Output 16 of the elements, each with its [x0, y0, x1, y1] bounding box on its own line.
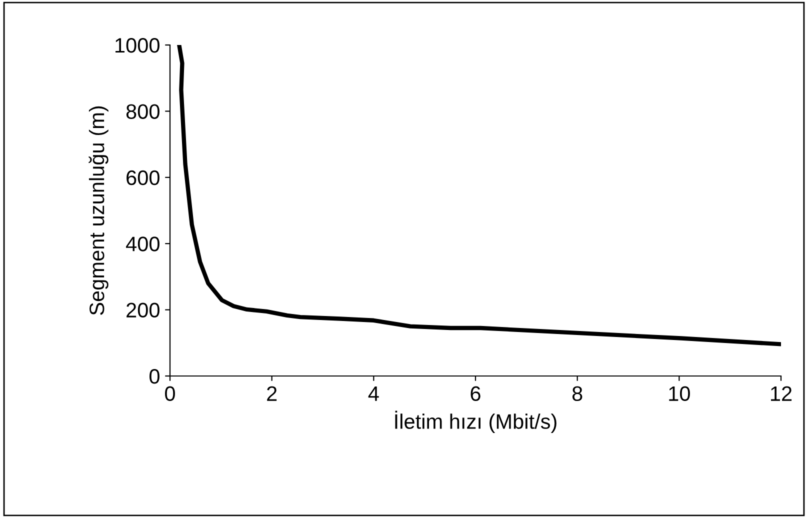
x-tick-label: 10	[669, 386, 690, 402]
y-tick-label: 400	[126, 236, 160, 252]
x-tick-label: 0	[165, 386, 175, 402]
y-tick-label: 1000	[116, 38, 160, 53]
y-axis-title: Segment uzunluğu (m)	[88, 106, 108, 315]
x-axis-title: İletim hızı (Mbit/s)	[395, 410, 556, 434]
line-series	[177, 45, 781, 346]
x-tick-label: 2	[267, 386, 277, 401]
y-tick-label: 0	[150, 369, 160, 384]
y-tick-label: 200	[126, 302, 160, 318]
y-tick-label: 800	[126, 104, 160, 119]
x-tick-label: 8	[572, 386, 582, 402]
x-tick-label: 12	[771, 386, 792, 401]
x-tick-label: 4	[368, 386, 379, 401]
y-tick-label: 600	[126, 170, 160, 186]
x-tick-label: 6	[470, 386, 480, 402]
